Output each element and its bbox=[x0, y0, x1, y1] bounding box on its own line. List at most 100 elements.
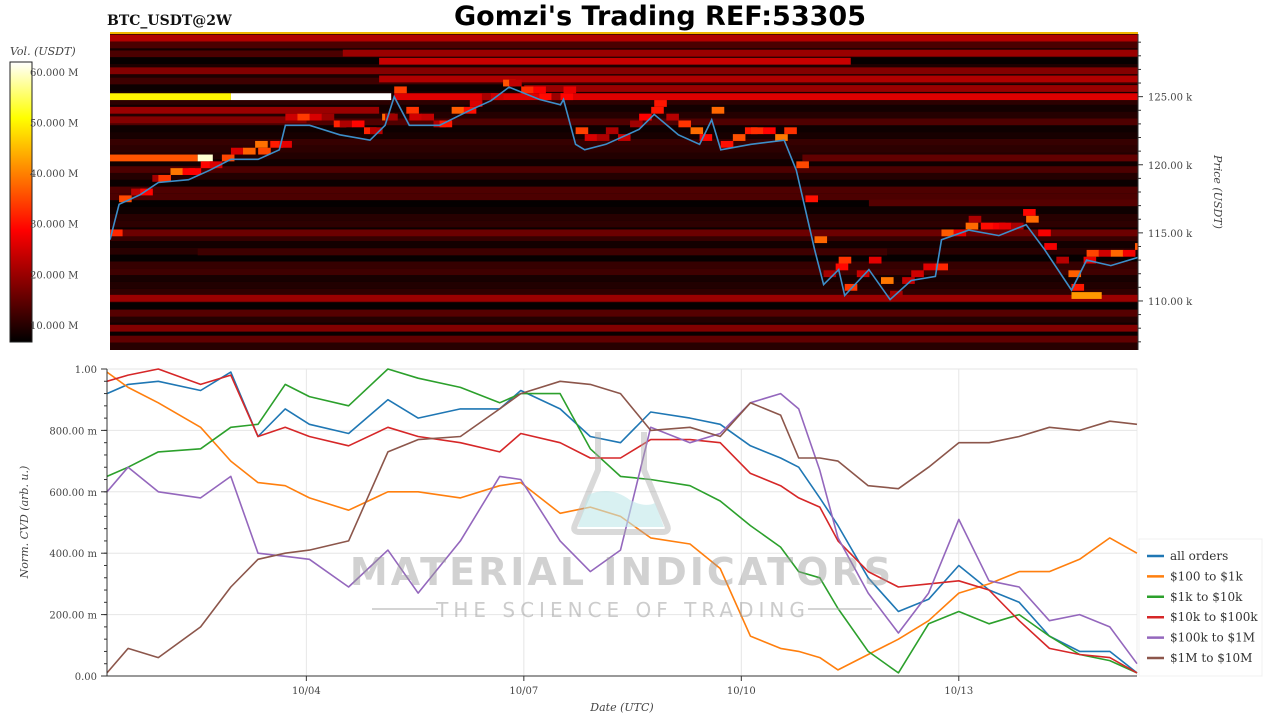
liquidity-cell bbox=[509, 79, 522, 87]
liquidity-cell bbox=[258, 147, 271, 155]
liquidity-band bbox=[110, 324, 1138, 332]
liquidity-band bbox=[110, 154, 198, 162]
liquidity-band bbox=[868, 199, 1138, 207]
liquidity-cell bbox=[200, 161, 214, 169]
liquidity-cell bbox=[630, 120, 643, 128]
heatmap-row bbox=[110, 125, 1138, 133]
liquidity-band bbox=[110, 93, 231, 101]
heatmap-row bbox=[110, 234, 1138, 242]
liquidity-band bbox=[394, 93, 1138, 101]
liquidity-cell bbox=[243, 147, 256, 155]
cvd-series-line bbox=[106, 371, 1138, 674]
heatmap-row bbox=[110, 315, 1138, 323]
liquidity-cell bbox=[255, 140, 268, 148]
legend-entry: $10k to $100k bbox=[1170, 610, 1258, 624]
legend-entry: $100k to $1M bbox=[1170, 631, 1255, 645]
heatmap-row bbox=[110, 70, 1138, 78]
heatmap-row bbox=[110, 118, 1138, 126]
heatmap-row bbox=[110, 193, 1138, 201]
liquidity-cell bbox=[409, 113, 422, 121]
liquidity-cell bbox=[110, 229, 123, 237]
liquidity-cell bbox=[835, 263, 849, 271]
heatmap-row bbox=[110, 213, 1138, 221]
heatmap-row bbox=[110, 152, 1138, 160]
heatmap-row bbox=[110, 288, 1138, 296]
legend-entry: $100 to $1k bbox=[1170, 569, 1243, 583]
liquidity-cell bbox=[1044, 243, 1057, 250]
liquidity-band bbox=[110, 342, 1138, 350]
liquidity-cell bbox=[1122, 249, 1136, 257]
liquidity-band bbox=[110, 106, 380, 114]
liquidity-cell bbox=[521, 86, 534, 94]
liquidity-cell bbox=[902, 277, 915, 284]
liquidity-cell bbox=[980, 222, 994, 230]
liquidity-cell bbox=[1086, 249, 1100, 257]
liquidity-cell bbox=[469, 100, 483, 107]
heatmap-row bbox=[110, 166, 1138, 173]
liquidity-cell bbox=[911, 270, 924, 278]
liquidity-cell bbox=[763, 127, 776, 135]
heatmap-row bbox=[110, 302, 1138, 310]
liquidity-cell bbox=[533, 86, 546, 94]
heatmap-row bbox=[110, 329, 1138, 337]
liquidity-cell bbox=[406, 106, 419, 114]
colorbar-tick-label: 30.000 M bbox=[30, 220, 78, 231]
liquidity-cell bbox=[394, 86, 407, 94]
liquidity-cell bbox=[385, 113, 398, 121]
liquidity-cell bbox=[421, 113, 435, 121]
price-line bbox=[110, 86, 1138, 301]
liquidity-cell bbox=[1071, 283, 1085, 291]
liquidity-cell bbox=[666, 113, 679, 121]
liquidity-cell bbox=[451, 106, 465, 114]
liquidity-cell bbox=[270, 140, 283, 148]
heatmap-row bbox=[110, 268, 1138, 276]
volume-colorbar: 10.000 M 20.000 M 30.000 M 40.000 M 50.000 M… bbox=[9, 61, 78, 343]
liquidity-cell bbox=[279, 140, 292, 148]
liquidity-cell bbox=[1056, 256, 1069, 264]
liquidity-cell bbox=[651, 106, 664, 114]
legend-box bbox=[1138, 538, 1263, 677]
liquidity-cell bbox=[1023, 209, 1036, 216]
cvd-y-tick-label: 200.00 m bbox=[49, 611, 97, 622]
cvd-y-tick-label: 800.00 m bbox=[49, 426, 97, 437]
liquidity-cell bbox=[560, 93, 574, 101]
liquidity-cell bbox=[968, 215, 982, 223]
liquidity-cell bbox=[339, 120, 353, 128]
liquidity-cell bbox=[881, 277, 894, 284]
liquidity-cell bbox=[750, 127, 764, 135]
heatmap-row bbox=[110, 275, 1138, 282]
legend: all orders $100 to $1k $1k to $10k $10k to … bbox=[1138, 538, 1263, 677]
market-label: BTC_USDT@2W bbox=[107, 13, 232, 29]
liquidity-cell bbox=[351, 120, 365, 128]
liquidity-cell bbox=[481, 93, 495, 101]
liquidity-cell bbox=[170, 168, 184, 175]
liquidity-cell bbox=[1098, 249, 1112, 257]
heatmap-row bbox=[110, 261, 1138, 269]
figure-title: Gomzi's Trading REF:53305 bbox=[454, 1, 866, 32]
flask-icon bbox=[571, 432, 671, 535]
cvd-series-line bbox=[106, 380, 1138, 674]
liquidity-cell bbox=[1068, 270, 1082, 278]
heatmap-row bbox=[110, 98, 1138, 105]
heatmap-row bbox=[110, 159, 1138, 167]
liquidity-band bbox=[110, 116, 307, 124]
liquidity-cell bbox=[209, 161, 223, 169]
heatmap-row bbox=[110, 241, 1138, 248]
cvd-series-line bbox=[106, 371, 1138, 671]
date-axis-label: Date (UTC) bbox=[589, 701, 653, 714]
legend-entry: all orders bbox=[1170, 549, 1228, 563]
cvd-x-tick-label: 10/13 bbox=[944, 686, 973, 697]
liquidity-cell bbox=[230, 147, 244, 155]
liquidity-cell bbox=[551, 93, 565, 101]
liquidity-cell bbox=[1038, 229, 1051, 237]
liquidity-cell bbox=[617, 134, 631, 141]
liquidity-cell bbox=[1110, 249, 1124, 257]
cvd-axis-label: Norm. CVD (arb. u.) bbox=[18, 466, 31, 580]
liquidity-cell bbox=[823, 270, 837, 278]
colorbar-tick-label: 40.000 M bbox=[30, 169, 78, 180]
liquidity-cell bbox=[188, 168, 202, 175]
liquidity-cell bbox=[370, 127, 383, 135]
heatmap-row bbox=[110, 200, 1138, 207]
liquidity-band bbox=[110, 67, 1138, 75]
liquidity-cell bbox=[221, 154, 235, 162]
